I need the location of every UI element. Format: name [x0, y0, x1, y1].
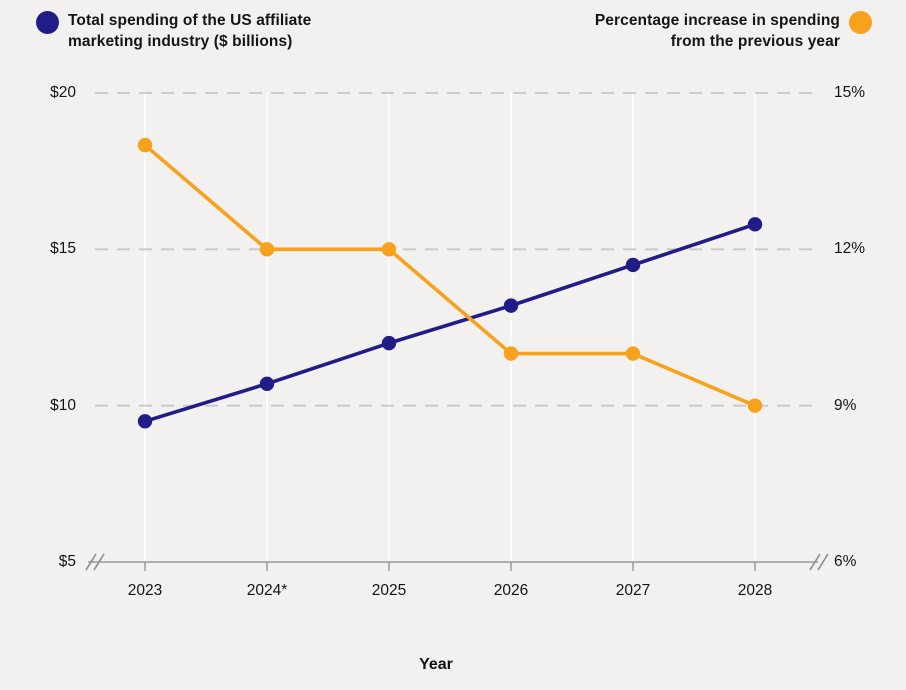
x-axis-title: Year	[419, 656, 453, 673]
series-point-percentage	[747, 398, 763, 413]
series-line-percentage	[143, 143, 757, 408]
series-point-spending	[259, 376, 275, 391]
y-axis-left-tick-label: $5	[58, 553, 76, 570]
y-axis-right-tick-label: 9%	[834, 396, 857, 414]
series-point-spending	[381, 335, 397, 351]
legend-dot-percentage-icon	[849, 11, 872, 34]
legend-spending: Total spending of the US affiliate marke…	[36, 10, 348, 52]
y-axis-right-tick-label: 15%	[834, 84, 866, 101]
series-line-spending	[143, 222, 757, 424]
y-axis-right-tick-label: 12%	[834, 240, 866, 258]
series-point-percentage	[625, 346, 641, 361]
y-axis-left-tick-label: $10	[50, 396, 76, 414]
y-axis-left-tick-label: $20	[50, 84, 76, 101]
axis-break-mark	[817, 553, 829, 571]
series-point-spending	[503, 298, 519, 313]
legend-label-spending: Total spending of the US affiliate marke…	[68, 12, 312, 50]
x-axis-tick-label: 2024*	[246, 582, 288, 599]
series-point-percentage	[137, 137, 153, 153]
series-point-spending	[625, 257, 641, 273]
series-point-percentage	[503, 346, 519, 361]
x-axis-tick-label: 2028	[737, 582, 773, 599]
legend-percentage: Percentage increase in spending from the…	[576, 10, 872, 52]
series-point-spending	[747, 217, 763, 232]
x-axis-tick-label: 2023	[127, 582, 163, 599]
y-axis-right-tick-label: 6%	[834, 553, 857, 570]
series-point-percentage	[259, 242, 275, 257]
axis-break-mark	[85, 553, 97, 571]
x-axis-tick-label: 2026	[493, 582, 529, 599]
series-point-percentage	[381, 242, 397, 257]
axis-break-mark	[809, 553, 821, 571]
legend-label-percentage: Percentage increase in spending from the…	[594, 12, 840, 50]
axis-break-mark	[93, 553, 105, 571]
y-axis-left-tick-label: $15	[50, 240, 76, 258]
legend-dot-spending-icon	[36, 11, 59, 34]
x-axis-tick-label: 2027	[615, 582, 651, 599]
series-point-spending	[137, 414, 153, 429]
x-axis-tick-label: 2025	[371, 582, 407, 599]
